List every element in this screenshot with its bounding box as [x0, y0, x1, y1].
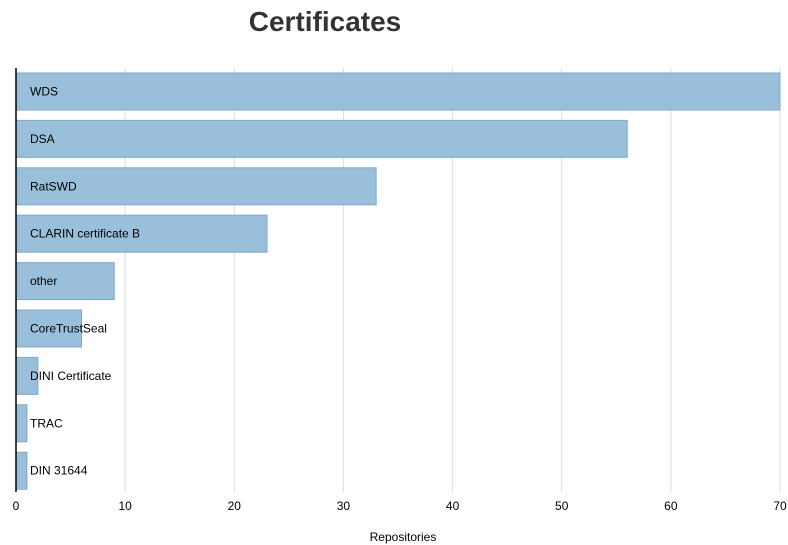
axes: 0 10 20 30 40 50 60 70 [13, 68, 787, 513]
x-tick-label: 50 [555, 499, 569, 513]
bar[interactable] [15, 119, 628, 158]
bar[interactable] [15, 451, 28, 490]
x-axis-title: Repositories [370, 530, 437, 544]
bar-label: DIN 31644 [30, 464, 88, 478]
bar-label: CLARIN certificate B [30, 227, 140, 241]
bar-label: WDS [30, 85, 58, 99]
bar-label: DSA [30, 132, 55, 146]
bar-label: RatSWD [30, 179, 77, 193]
bar-label: CoreTrustSeal [30, 322, 107, 336]
bar[interactable] [15, 72, 781, 111]
x-tick-label: 0 [13, 499, 20, 513]
bar-labels: WDS DSA RatSWD CLARIN certificate B other Cor… [30, 85, 140, 478]
x-tick-label: 20 [228, 499, 242, 513]
bar[interactable] [15, 404, 28, 443]
chart-title: Certificates [248, 6, 402, 37]
bar[interactable] [15, 167, 377, 206]
bar-label: DINI Certificate [30, 369, 112, 383]
x-tick-label: 60 [664, 499, 678, 513]
bar-label: TRAC [30, 416, 63, 430]
bars [15, 72, 781, 490]
x-tick-label: 40 [446, 499, 460, 513]
x-tick-label: 10 [118, 499, 132, 513]
bar-label: other [30, 274, 57, 288]
x-tick-label: 70 [773, 499, 787, 513]
x-tick-label: 30 [337, 499, 351, 513]
